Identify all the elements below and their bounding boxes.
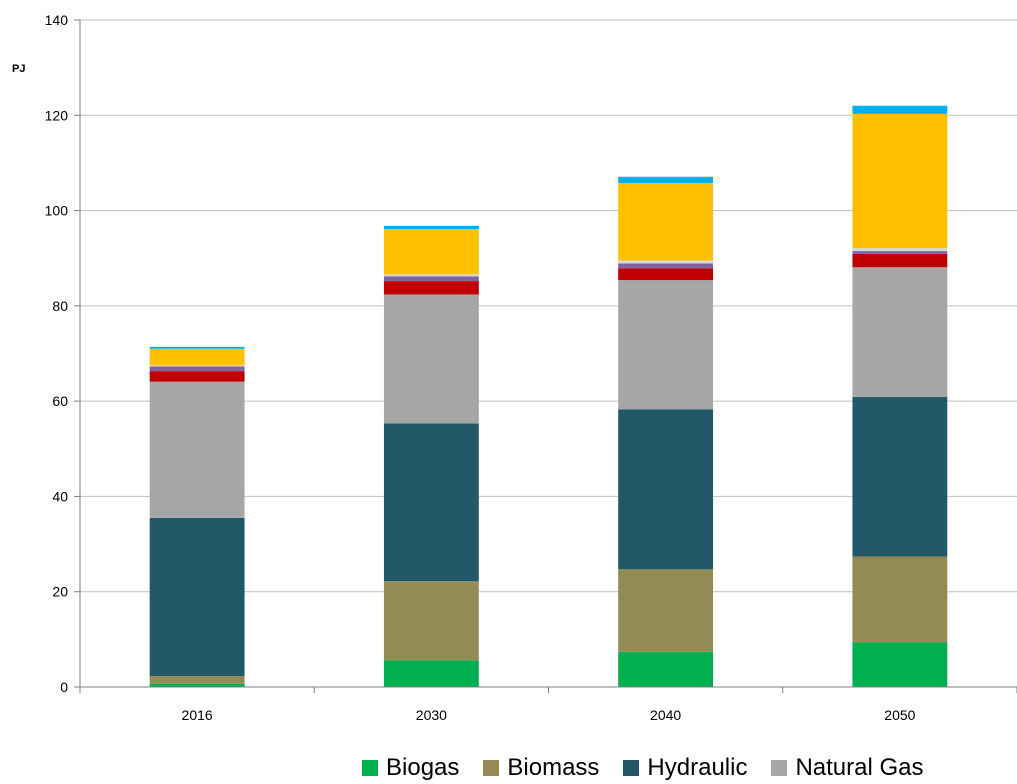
legend-item: Biomass <box>483 756 599 780</box>
bar-segment <box>852 642 948 687</box>
bar-segment <box>618 263 714 269</box>
bar-segment <box>618 651 714 687</box>
bar-segment <box>149 676 245 684</box>
legend-swatch <box>362 760 378 776</box>
y-tick-label: 60 <box>52 393 68 409</box>
bar-segment <box>852 556 948 643</box>
bar-segment <box>383 423 479 582</box>
y-tick-label: 0 <box>60 679 68 695</box>
x-tick-label: 2016 <box>182 707 213 723</box>
bar-segment <box>383 229 479 275</box>
legend-label: Hydraulic <box>647 754 748 781</box>
bar-segment <box>618 409 714 570</box>
legend-swatch <box>623 760 640 776</box>
y-tick-label: 40 <box>52 488 68 504</box>
bar-segment <box>852 248 948 252</box>
legend-swatch <box>483 760 500 776</box>
bar-segment <box>383 274 479 277</box>
bar-segment <box>149 381 245 518</box>
bar-segment <box>149 517 245 677</box>
y-axis-label: PJ <box>12 63 25 75</box>
bars <box>149 105 948 687</box>
legend-label: Biomass <box>507 754 600 781</box>
bar-segment <box>149 365 245 367</box>
bar-segment <box>383 660 479 687</box>
legend: Biogas Biomass Hydraulic Natural Gas <box>362 752 924 784</box>
bar-segment <box>383 294 479 424</box>
y-tick-label: 100 <box>45 203 69 219</box>
bar-segment <box>383 276 479 282</box>
bar-segment <box>149 348 245 366</box>
y-tick-label: 20 <box>52 584 68 600</box>
bar-segment <box>852 396 948 557</box>
bar-segment <box>149 371 245 382</box>
bar-segment <box>383 281 479 295</box>
legend-item: Natural Gas <box>771 754 924 781</box>
y-tick-label: 80 <box>52 298 68 314</box>
bar-segment <box>852 251 948 254</box>
bar-segment <box>618 280 714 410</box>
bar-segment <box>383 581 479 661</box>
bar-segment <box>149 346 245 349</box>
bar-segment <box>149 366 245 372</box>
bar-segment <box>618 260 714 264</box>
legend-label: Biogas <box>386 754 460 781</box>
bar-segment <box>383 225 479 230</box>
bar-segment <box>852 113 948 249</box>
x-tick-label: 2030 <box>416 707 447 723</box>
bar-segment <box>149 683 245 687</box>
bar-segment <box>852 267 948 397</box>
bar-segment <box>618 182 714 261</box>
y-tick-label: 140 <box>45 12 69 28</box>
bar-segment <box>852 253 948 268</box>
y-axis-ticks: 0 20 40 60 80 100 120 140 <box>45 12 80 695</box>
x-tick-label: 2040 <box>650 707 681 723</box>
x-axis-ticks: 2016 2030 2040 2050 <box>79 687 1017 723</box>
bar-segment <box>618 569 714 652</box>
bar-segment <box>618 176 714 183</box>
y-tick-label: 120 <box>45 107 69 123</box>
legend-label: Natural Gas <box>795 754 924 781</box>
legend-item: Biogas <box>362 756 459 780</box>
bar-segment <box>852 105 948 114</box>
legend-swatch <box>771 760 788 776</box>
legend-item: Hydraulic <box>623 756 747 780</box>
x-tick-label: 2050 <box>884 707 915 723</box>
bar-segment <box>618 268 714 281</box>
